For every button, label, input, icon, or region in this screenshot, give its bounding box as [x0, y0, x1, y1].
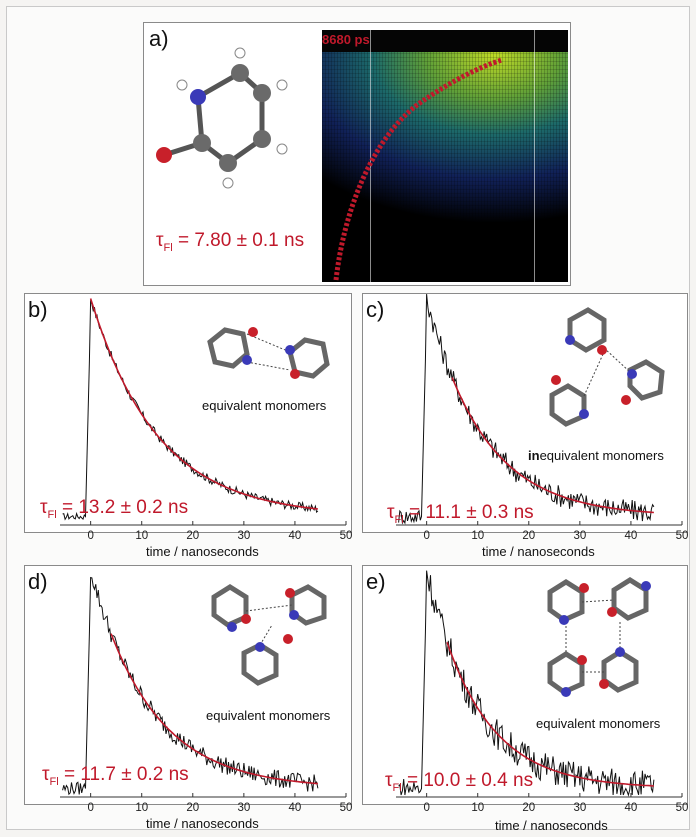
exponential-fit [451, 377, 654, 514]
molecule-a [156, 47, 288, 189]
panel-e-label: e) [366, 569, 386, 594]
x-tick-label: 30 [237, 530, 250, 542]
decay-trace [398, 294, 655, 525]
panel-b-tau: τFl = 13.2 ± 0.2 ns [40, 497, 189, 521]
panel-c [362, 293, 688, 533]
panel-d-label: d) [28, 569, 48, 594]
x-tick-label: 20 [186, 530, 199, 542]
molecule-trimer-d [211, 584, 327, 686]
x-tick-label: 50 [676, 802, 689, 814]
exponential-fit [110, 633, 318, 785]
plot-e: 0 10 20 30 40 50 [396, 570, 688, 814]
panel-c-label: c) [366, 297, 385, 322]
x-tick-label: 40 [289, 530, 302, 542]
x-tick-label: 40 [625, 530, 638, 542]
plot-b: 0 10 20 30 40 50 [60, 298, 352, 542]
decay-trace [398, 570, 655, 797]
panel-b-label: b) [28, 297, 48, 322]
x-tick-label: 50 [340, 802, 353, 814]
streak-decay-curve [333, 57, 503, 281]
panel-a-tau: τFl = 7.80 ± 0.1 ns [156, 230, 305, 254]
panel-d-caption: equivalent monomers [206, 708, 331, 723]
x-tick-label: 20 [522, 802, 535, 814]
panel-d-tau: τFl = 11.7 ± 0.2 ns [42, 764, 189, 788]
x-tick-label: 0 [423, 802, 429, 814]
panel-a-label: a) [149, 26, 169, 51]
exponential-fit [446, 642, 654, 787]
x-tick-label: 0 [423, 530, 429, 542]
molecule-trimer-e [547, 577, 651, 697]
panel-b [24, 293, 352, 533]
x-tick-label: 30 [573, 530, 586, 542]
panel-e-caption: equivalent monomers [536, 716, 661, 731]
x-tick-label: 0 [87, 530, 93, 542]
panel-c-tau: τFl = 11.1 ± 0.3 ns [387, 502, 534, 526]
x-tick-label: 30 [573, 802, 586, 814]
x-tick-label: 50 [340, 530, 353, 542]
streak-camera-image: 8680 ps [322, 30, 568, 282]
panel-b-xlabel: time / nanoseconds [146, 544, 259, 559]
panel-d [24, 565, 352, 805]
x-tick-label: 20 [186, 802, 199, 814]
x-tick-label: 50 [676, 530, 689, 542]
plot-c: 0 10 20 30 40 50 [396, 294, 688, 542]
x-tick-label: 10 [471, 802, 484, 814]
panel-b-caption: equivalent monomers [202, 398, 327, 413]
molecule-trimer-c [549, 307, 665, 427]
panel-d-xlabel: time / nanoseconds [146, 816, 259, 831]
exponential-fit [89, 298, 318, 510]
molecule-dimer-b [207, 327, 330, 379]
nitrogen-atom [190, 89, 206, 105]
oxygen-atom [156, 147, 172, 163]
panel-e-tau: τFl = 10.0 ± 0.4 ns [385, 770, 534, 794]
x-tick-label: 40 [625, 802, 638, 814]
x-tick-label: 10 [135, 530, 148, 542]
x-tick-label: 10 [135, 802, 148, 814]
streak-time-label: 8680 ps [322, 32, 370, 47]
x-tick-label: 40 [289, 802, 302, 814]
x-tick-label: 30 [237, 802, 250, 814]
x-tick-label: 0 [87, 802, 93, 814]
decay-trace [62, 576, 319, 796]
panel-c-caption: inequivalent monomers [528, 448, 664, 463]
x-tick-label: 10 [471, 530, 484, 542]
panel-e-xlabel: time / nanoseconds [495, 818, 608, 833]
x-tick-label: 20 [522, 530, 535, 542]
plot-d: 0 10 20 30 40 50 [60, 576, 352, 814]
panel-c-xlabel: time / nanoseconds [482, 544, 595, 559]
